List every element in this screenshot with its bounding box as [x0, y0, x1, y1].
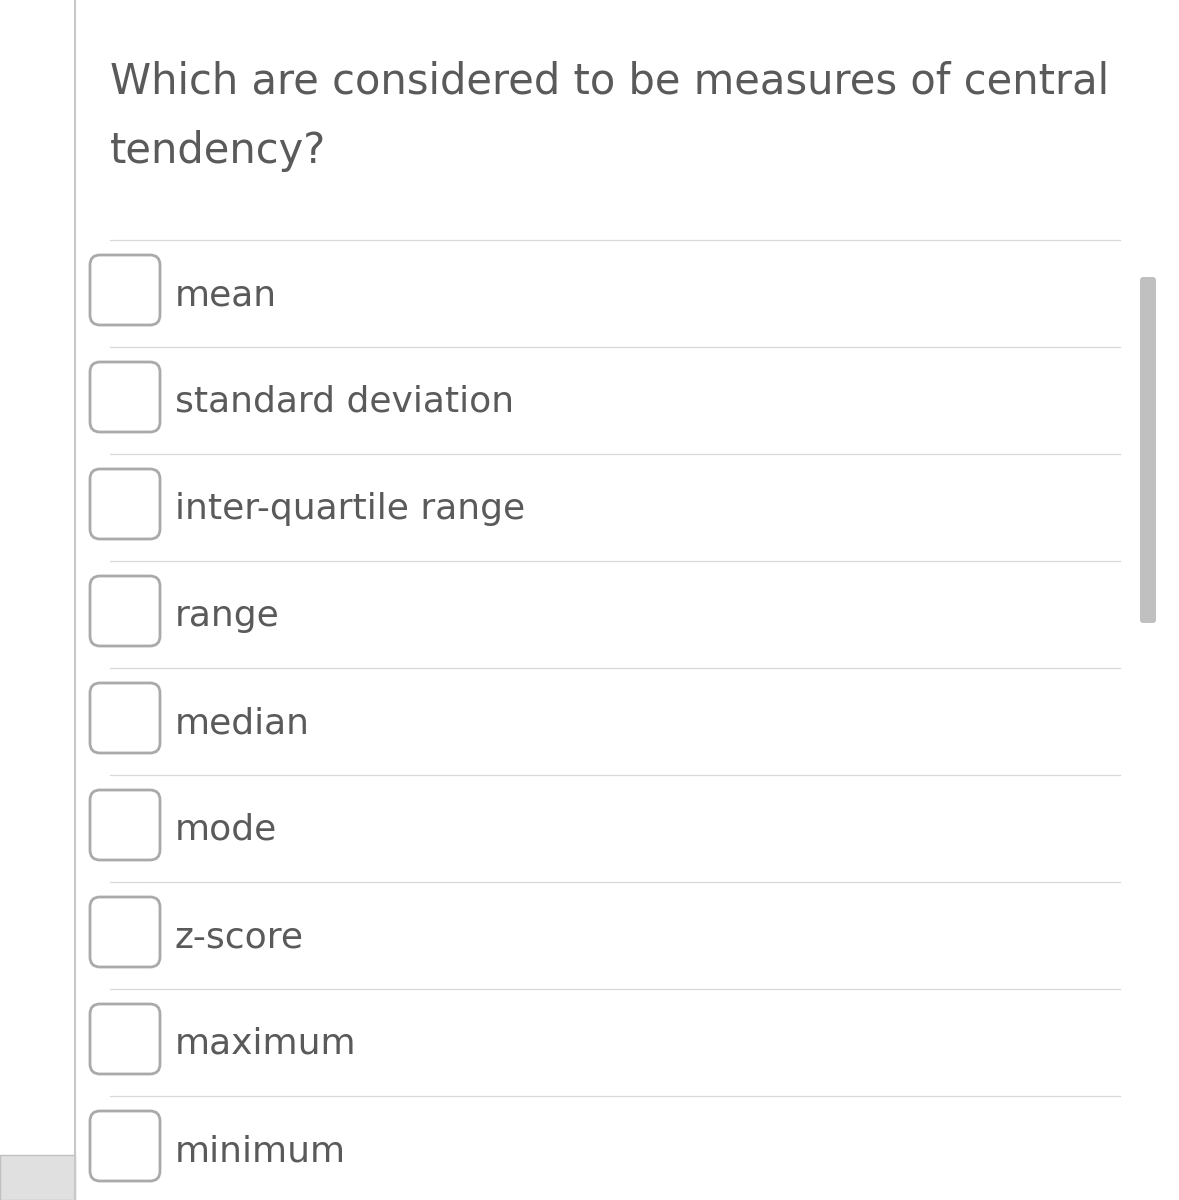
FancyBboxPatch shape [0, 1154, 75, 1200]
Text: inter-quartile range: inter-quartile range [174, 492, 525, 526]
Text: Which are considered to be measures of central: Which are considered to be measures of c… [110, 60, 1109, 102]
Text: maximum: maximum [174, 1027, 356, 1061]
FancyBboxPatch shape [1140, 277, 1155, 623]
Text: mean: mean [174, 278, 277, 312]
Text: minimum: minimum [174, 1134, 347, 1168]
Text: mode: mode [174, 814, 277, 847]
Text: tendency?: tendency? [110, 130, 327, 172]
Text: standard deviation: standard deviation [174, 385, 514, 419]
Text: z-score: z-score [174, 920, 304, 954]
Text: range: range [174, 599, 279, 634]
Text: median: median [174, 706, 310, 740]
